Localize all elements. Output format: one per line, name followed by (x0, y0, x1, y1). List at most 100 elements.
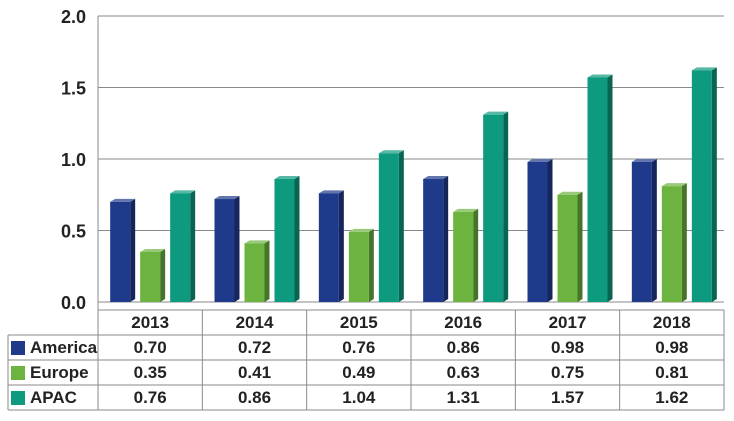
category-label: 2015 (340, 313, 378, 332)
bar-front (170, 193, 191, 302)
legend-swatch (11, 391, 25, 405)
category-label: 2016 (444, 313, 482, 332)
bar-top (453, 208, 479, 212)
category-label: 2013 (131, 313, 169, 332)
bar-top (274, 176, 300, 180)
data-value-label: 0.35 (134, 363, 167, 382)
bar-top (140, 248, 166, 252)
bar-apac-2018 (691, 67, 717, 302)
bar-top (691, 67, 717, 71)
category-label: 2014 (236, 313, 274, 332)
y-tick-label: 0.0 (61, 293, 86, 313)
data-value-label: 0.49 (342, 363, 375, 382)
bar-side (130, 198, 136, 302)
bar-top (318, 190, 344, 194)
bar-apac-2015 (378, 150, 404, 302)
gridlines (98, 15, 724, 303)
bars (110, 67, 717, 303)
bar-top (527, 158, 553, 162)
bar-top (423, 176, 449, 180)
bar-top (170, 190, 196, 194)
bar-side (368, 228, 374, 302)
bar-europe-2015 (348, 228, 374, 302)
bar-front (527, 161, 548, 302)
legend-label: America (30, 338, 98, 357)
category-label: 2018 (653, 313, 691, 332)
bar-side (681, 183, 687, 302)
bar-america-2015 (318, 190, 344, 302)
bar-front (348, 231, 369, 302)
bar-top (557, 191, 583, 195)
bar-front (110, 201, 131, 302)
bar-front (214, 199, 235, 302)
data-value-label: 0.63 (447, 363, 480, 382)
data-value-label: 0.41 (238, 363, 271, 382)
data-value-label: 0.86 (447, 338, 480, 357)
bar-apac-2014 (274, 176, 300, 302)
bar-front (318, 193, 339, 302)
bar-europe-2018 (661, 183, 687, 302)
bar-america-2014 (214, 196, 240, 302)
bar-front (691, 70, 712, 302)
data-value-label: 0.75 (551, 363, 584, 382)
data-value-label: 0.81 (655, 363, 688, 382)
bar-side (651, 158, 657, 302)
bar-front (274, 179, 295, 302)
bar-front (587, 77, 608, 303)
bar-top (244, 240, 270, 244)
data-value-label: 1.57 (551, 388, 584, 407)
data-value-label: 1.31 (447, 388, 480, 407)
y-tick-label: 1.0 (61, 150, 86, 170)
data-value-label: 0.76 (134, 388, 167, 407)
bar-side (473, 208, 479, 302)
bar-front (453, 211, 474, 302)
bar-side (190, 190, 196, 302)
data-value-label: 1.04 (342, 388, 376, 407)
bar-top (661, 183, 687, 187)
data-value-label: 0.72 (238, 338, 271, 357)
data-value-label: 0.86 (238, 388, 271, 407)
data-value-label: 1.62 (655, 388, 688, 407)
y-axis: 0.0 0.5 1.0 1.5 2.0 (61, 7, 99, 313)
bar-side (294, 176, 300, 302)
bar-top (631, 158, 657, 162)
data-value-label: 0.70 (134, 338, 167, 357)
bar-side (503, 111, 509, 302)
bar-front (244, 243, 265, 302)
bar-side (443, 176, 449, 302)
legend-label: APAC (30, 388, 77, 407)
bar-top (214, 196, 240, 200)
bar-front (557, 194, 578, 302)
bar-side (338, 190, 344, 302)
bar-europe-2016 (453, 208, 479, 302)
bar-front (140, 251, 161, 302)
bar-top (378, 150, 404, 154)
bar-side (711, 67, 717, 302)
bar-america-2018 (631, 158, 657, 302)
bar-america-2017 (527, 158, 553, 302)
bar-top (483, 111, 509, 115)
bar-europe-2017 (557, 191, 583, 302)
bar-side (234, 196, 240, 302)
bar-apac-2013 (170, 190, 196, 302)
y-tick-label: 0.5 (61, 222, 86, 242)
bar-apac-2016 (483, 111, 509, 302)
y-tick-label: 1.5 (61, 79, 86, 99)
bar-side (398, 150, 404, 302)
bar-side (577, 191, 583, 302)
data-table: 2013 2014 2015 2016 2017 2018 America 0.70 0.72 0… (7, 16, 725, 411)
bar-top (587, 74, 613, 78)
bar-europe-2013 (140, 248, 166, 302)
bar-front (423, 179, 444, 302)
legend-swatch (11, 341, 25, 355)
data-value-label: 0.76 (342, 338, 375, 357)
y-tick-label: 2.0 (61, 7, 86, 27)
category-label: 2017 (549, 313, 587, 332)
bar-america-2013 (110, 198, 136, 302)
bar-europe-2014 (244, 240, 270, 302)
bar-front (631, 161, 652, 302)
bar-top (110, 198, 136, 202)
bar-top (348, 228, 374, 232)
bar-side (547, 158, 553, 302)
